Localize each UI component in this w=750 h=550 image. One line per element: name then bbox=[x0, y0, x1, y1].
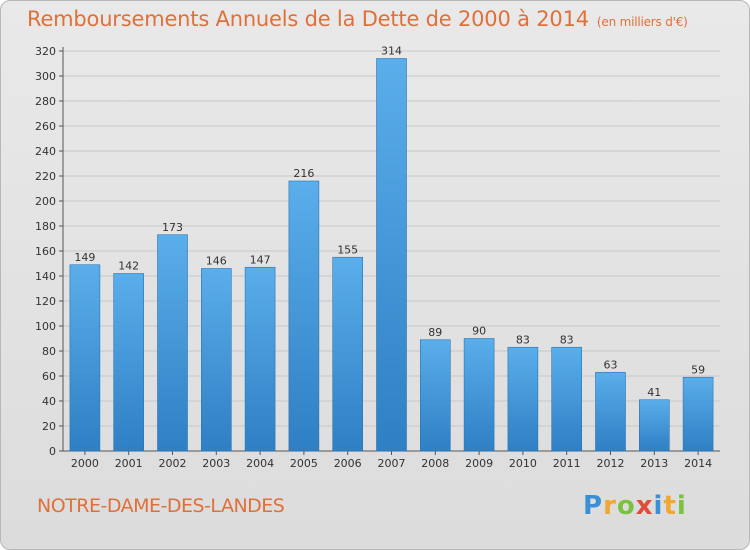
bar-value-label: 41 bbox=[647, 386, 661, 399]
labels: 0 20 40 60 80 100 120 140 160 180 200 220 240 260 280 3… bbox=[35, 45, 712, 471]
x-tick-label: 2004 bbox=[246, 457, 274, 470]
y-tick-label: 320 bbox=[35, 45, 56, 58]
bar-value-label: 90 bbox=[472, 325, 486, 338]
x-tick-label: 2002 bbox=[159, 457, 187, 470]
y-tick-label: 160 bbox=[35, 245, 56, 258]
chart-unit: (en milliers d'€) bbox=[596, 15, 688, 29]
x-tick-label: 2014 bbox=[684, 457, 712, 470]
y-tick-label: 300 bbox=[35, 70, 56, 83]
bar-value-label: 63 bbox=[604, 358, 618, 371]
bar bbox=[332, 256, 364, 452]
bar bbox=[419, 339, 451, 452]
chart-title-text: Remboursements Annuels de la Dette de 20… bbox=[27, 7, 589, 31]
y-tick-label: 40 bbox=[42, 395, 56, 408]
bar-value-label: 89 bbox=[428, 326, 442, 339]
y-tick-label: 120 bbox=[35, 295, 56, 308]
y-tick-label: 260 bbox=[35, 120, 56, 133]
bar bbox=[682, 376, 714, 452]
x-tick-label: 2013 bbox=[640, 457, 668, 470]
bar-value-label: 147 bbox=[250, 253, 271, 266]
x-tick-label: 2000 bbox=[71, 457, 99, 470]
x-tick-label: 2009 bbox=[465, 457, 493, 470]
bar bbox=[507, 346, 539, 452]
chart-title: Remboursements Annuels de la Dette de 20… bbox=[27, 7, 688, 31]
bar-value-label: 59 bbox=[691, 363, 705, 376]
y-tick-label: 80 bbox=[42, 345, 56, 358]
y-tick-label: 100 bbox=[35, 320, 56, 333]
bar bbox=[551, 346, 583, 452]
bar bbox=[157, 234, 188, 452]
proxiti-logo: Proxiti bbox=[583, 491, 687, 521]
bar-value-label: 155 bbox=[337, 243, 358, 256]
x-tick-label: 2011 bbox=[553, 457, 581, 470]
bars bbox=[69, 58, 714, 452]
y-tick-label: 180 bbox=[35, 220, 56, 233]
bar-value-label: 83 bbox=[516, 333, 530, 346]
x-tick-label: 2012 bbox=[597, 457, 625, 470]
y-tick-label: 220 bbox=[35, 170, 56, 183]
bar bbox=[244, 266, 276, 452]
y-tick-label: 20 bbox=[42, 420, 56, 433]
bar-value-label: 142 bbox=[118, 260, 139, 273]
commune-name: NOTRE-DAME-DES-LANDES bbox=[37, 495, 285, 517]
bar-value-label: 146 bbox=[206, 255, 227, 268]
bar-value-label: 149 bbox=[74, 251, 95, 264]
bar bbox=[638, 399, 670, 452]
y-tick-label: 200 bbox=[35, 195, 56, 208]
y-tick-label: 140 bbox=[35, 270, 56, 283]
bar bbox=[113, 273, 144, 452]
bar bbox=[463, 338, 495, 452]
x-tick-label: 2003 bbox=[202, 457, 230, 470]
y-tick-label: 240 bbox=[35, 145, 56, 158]
x-tick-label: 2010 bbox=[509, 457, 537, 470]
y-tick-label: 280 bbox=[35, 95, 56, 108]
bar-value-label: 216 bbox=[293, 167, 314, 180]
bar-value-label: 314 bbox=[381, 45, 402, 58]
x-tick-label: 2005 bbox=[290, 457, 318, 470]
bar bbox=[595, 371, 626, 452]
bar bbox=[288, 180, 320, 452]
y-tick-label: 60 bbox=[42, 370, 56, 383]
bar-value-label: 83 bbox=[560, 333, 574, 346]
bar bbox=[201, 268, 232, 452]
x-tick-label: 2001 bbox=[115, 457, 143, 470]
bar bbox=[376, 58, 407, 452]
bar-value-label: 173 bbox=[162, 221, 183, 234]
y-tick-label: 0 bbox=[49, 445, 56, 458]
x-tick-label: 2008 bbox=[421, 457, 449, 470]
bar bbox=[69, 264, 101, 452]
x-tick-label: 2006 bbox=[334, 457, 362, 470]
x-tick-label: 2007 bbox=[378, 457, 406, 470]
